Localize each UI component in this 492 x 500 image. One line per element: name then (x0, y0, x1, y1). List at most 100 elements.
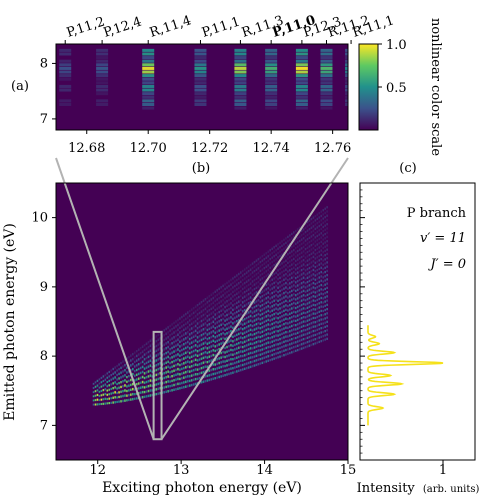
emission-mark-107-21 (302, 254, 305, 257)
emission-mark-101-22 (291, 254, 293, 258)
emission-mark-0-2 (92, 395, 95, 398)
spectral-line-1-slice-11 (96, 77, 109, 81)
emission-mark-104-18 (296, 271, 299, 274)
emission-mark-68-7 (226, 341, 228, 344)
spectral-line-1-slice-19 (96, 48, 109, 52)
emission-mark-49-5 (188, 361, 191, 364)
emission-mark-77-4 (243, 349, 246, 352)
emission-mark-73-2 (236, 361, 238, 364)
emission-mark-50-5 (190, 360, 193, 363)
emission-mark-72-9 (234, 330, 236, 333)
emission-mark-18-9 (128, 355, 130, 359)
emission-mark-26-7 (143, 362, 146, 366)
emission-mark-72-14 (234, 307, 236, 310)
emission-mark-8-0 (108, 402, 111, 405)
emission-mark-26-3 (143, 381, 146, 384)
emission-mark-118-3 (324, 325, 326, 329)
emission-mark-111-10 (310, 300, 313, 303)
spectral-line-0-slice-12 (59, 74, 72, 78)
emission-mark-71-12 (232, 317, 234, 321)
emission-mark-102-10 (292, 306, 295, 309)
emission-mark-91-19 (271, 274, 273, 277)
emission-mark-113-17 (314, 270, 317, 273)
emission-mark-102-16 (292, 279, 295, 283)
emission-mark-95-15 (279, 289, 281, 293)
emission-mark-77-21 (243, 272, 246, 276)
emission-mark-48-11 (186, 330, 189, 334)
emission-mark-74-12 (238, 314, 240, 317)
emission-mark-92-0 (273, 357, 275, 360)
emission-mark-56-17 (202, 299, 205, 302)
emission-mark-17-5 (126, 375, 128, 379)
emission-mark-43-3 (177, 372, 179, 376)
emission-mark-98-9 (285, 313, 287, 316)
emission-mark-102-18 (292, 271, 295, 274)
emission-mark-114-1 (316, 337, 319, 340)
emission-mark-105-28 (298, 226, 301, 230)
emission-mark-93-4 (275, 338, 277, 342)
emission-mark-91-17 (271, 283, 273, 286)
emission-mark-76-3 (241, 354, 244, 358)
emission-mark-33-7 (157, 358, 160, 361)
emission-mark-12-5 (116, 378, 118, 381)
emission-mark-37-1 (165, 385, 167, 389)
emission-mark-38-10 (167, 340, 169, 344)
spectral-line-3-slice-12 (194, 74, 207, 78)
emission-mark-5-3 (102, 389, 105, 392)
emission-mark-74-3 (238, 355, 240, 359)
emission-mark-114-30 (316, 213, 319, 216)
line-label-0: P,11,2 (65, 14, 107, 40)
emission-mark-90-10 (269, 315, 272, 318)
emission-mark-97-18 (283, 274, 285, 277)
emission-mark-90-9 (269, 319, 272, 322)
emission-mark-92-24 (273, 250, 275, 253)
emission-mark-4-0 (100, 403, 103, 406)
emission-mark-63-14 (216, 312, 219, 315)
emission-mark-81-17 (251, 289, 254, 292)
emission-mark-53-15 (196, 313, 199, 316)
emission-mark-104-24 (296, 245, 299, 248)
emission-mark-56-7 (202, 347, 205, 350)
emission-mark-67-2 (224, 364, 226, 368)
emission-mark-67-17 (224, 296, 226, 300)
emission-mark-117-29 (322, 217, 325, 220)
emission-mark-106-24 (300, 242, 303, 246)
emission-mark-96-2 (281, 345, 283, 349)
emission-mark-71-2 (232, 362, 234, 365)
panel-c-x-axis-label: Intensity (arb. units) (357, 477, 480, 496)
emission-mark-70-10 (230, 325, 232, 328)
emission-mark-76-1 (241, 363, 244, 367)
emission-mark-105-9 (298, 309, 301, 312)
spectral-line-5-slice-4 (265, 102, 278, 107)
emission-mark-115-28 (318, 220, 321, 223)
emission-mark-40-6 (171, 360, 173, 364)
emission-mark-102-22 (292, 253, 295, 256)
panel-c-annotation-vibrational: v′ = 11 (420, 231, 466, 246)
emission-mark-78-16 (245, 294, 248, 297)
emission-mark-108-27 (304, 230, 307, 234)
emission-mark-74-5 (238, 346, 240, 349)
emission-mark-15-0 (122, 399, 124, 403)
emission-mark-114-17 (316, 268, 319, 272)
emission-mark-113-2 (314, 333, 317, 337)
emission-mark-98-11 (285, 304, 287, 307)
emission-mark-113-28 (314, 223, 317, 226)
emission-mark-29-8 (149, 354, 152, 357)
emission-mark-54-17 (198, 302, 201, 305)
emission-mark-116-26 (320, 227, 323, 231)
emission-mark-42-3 (175, 373, 177, 377)
emission-mark-99-8 (287, 317, 289, 321)
emission-mark-78-0 (245, 366, 248, 370)
spectral-line-1-slice-13 (96, 70, 109, 74)
emission-mark-96-11 (281, 306, 283, 309)
emission-mark-70-3 (230, 358, 232, 361)
emission-mark-116-6 (320, 314, 323, 317)
emission-mark-1-1 (94, 399, 97, 402)
emission-mark-97-19 (283, 269, 285, 273)
emission-mark-45-15 (181, 315, 183, 319)
emission-mark-93-5 (275, 334, 277, 337)
emission-mark-112-21 (312, 251, 315, 254)
emission-mark-98-8 (285, 317, 287, 320)
emission-mark-94-25 (277, 247, 279, 250)
